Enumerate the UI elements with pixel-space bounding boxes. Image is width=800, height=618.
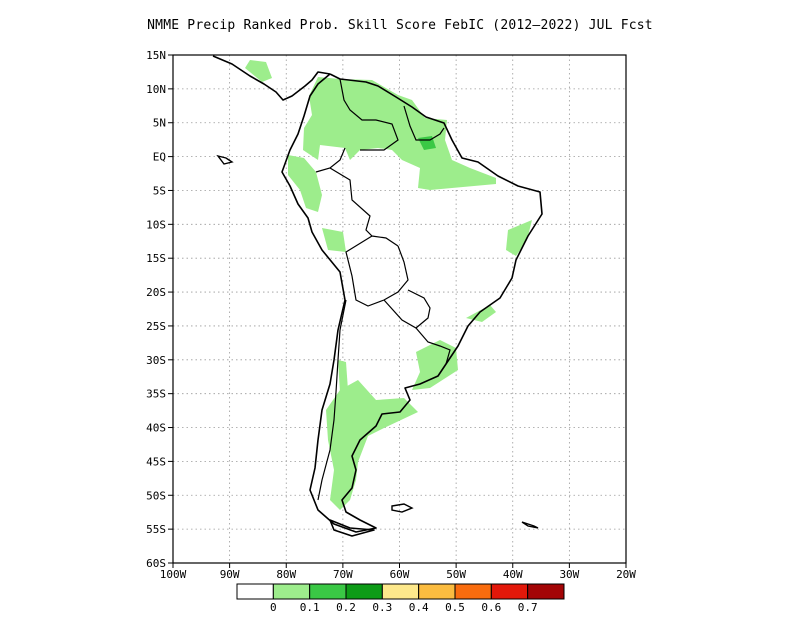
skill-region-east-brazil xyxy=(506,220,532,256)
tierra-del-fuego xyxy=(329,519,375,537)
colorbar-swatch xyxy=(309,583,347,600)
skill-region-northwest xyxy=(303,77,496,190)
colorbar-label: 0 xyxy=(270,601,277,614)
latitude-label: 30S xyxy=(146,354,166,367)
skill-region-peru xyxy=(322,228,346,252)
skill-region-chile-coast xyxy=(338,360,348,392)
latitude-label: 45S xyxy=(146,455,166,468)
colorbar: 0 0.1 0.2 0.3 0.4 0.5 0.6 0.7 xyxy=(236,583,565,614)
latitude-label: 20S xyxy=(146,286,166,299)
falkland-islands xyxy=(391,503,414,513)
longitude-label: 20W xyxy=(616,568,636,581)
latitude-label: 55S xyxy=(146,523,166,536)
map-title: NMME Precip Ranked Prob. Skill Score Feb… xyxy=(147,18,653,33)
longitude-labels: 100W 90W 80W 70W 60W 50W 40W 30W 20W xyxy=(160,563,636,581)
latitude-label: 5S xyxy=(153,184,166,197)
colorbar-label: 0.6 xyxy=(481,601,501,614)
latitude-label: 40S xyxy=(146,422,166,435)
colorbar-swatch xyxy=(418,583,456,600)
colorbar-swatch xyxy=(527,583,565,600)
south-america-coast xyxy=(281,73,543,533)
colorbar-swatch xyxy=(490,583,529,600)
border-guianas xyxy=(403,105,445,141)
islands xyxy=(216,154,539,529)
latitude-label: EQ xyxy=(153,151,166,164)
colorbar-label: 0.1 xyxy=(300,601,320,614)
latitude-label: 60S xyxy=(146,557,166,570)
longitude-label: 90W xyxy=(220,568,240,581)
longitude-label: 70W xyxy=(333,568,353,581)
longitude-label: 60W xyxy=(390,568,410,581)
skill-region-uruguay xyxy=(412,340,458,390)
colorbar-label: 0.5 xyxy=(445,601,465,614)
border-bolivia xyxy=(345,235,409,307)
border-colombia-brazil xyxy=(315,147,346,173)
colorbar-label: 0.3 xyxy=(372,601,392,614)
colorbar-label: 0.2 xyxy=(336,601,356,614)
colorbar-label: 0.4 xyxy=(409,601,429,614)
border-colombia-venezuela xyxy=(339,78,399,151)
galapagos-islands xyxy=(216,154,234,165)
colorbar-swatch xyxy=(345,583,383,600)
border-argentina-brazil xyxy=(415,327,451,365)
colorbar-swatch xyxy=(272,583,311,600)
longitude-label: 100W xyxy=(160,568,187,581)
longitude-label: 80W xyxy=(276,568,296,581)
latitude-labels: 15N 10N 5N EQ 5S 10S 15S 20S 25S 30S 35S 40S 45S 50S 5… xyxy=(146,49,173,570)
south-georgia xyxy=(521,521,539,529)
skill-region-central-america xyxy=(245,60,272,82)
latitude-label: 10N xyxy=(146,83,166,96)
latitude-label: 10S xyxy=(146,218,166,231)
coastlines xyxy=(212,55,543,537)
longitude-label: 40W xyxy=(503,568,523,581)
latitude-label: 15S xyxy=(146,252,166,265)
country-borders xyxy=(315,78,451,501)
latitude-label: 35S xyxy=(146,388,166,401)
latitude-label: 25S xyxy=(146,320,166,333)
colorbar-swatch xyxy=(236,583,274,600)
colorbar-swatch xyxy=(454,583,492,600)
border-paraguay xyxy=(383,289,431,329)
central-america-coast xyxy=(212,55,331,101)
skill-region-southeast-brazil xyxy=(466,305,496,322)
latitude-label: 50S xyxy=(146,489,166,502)
border-chile-argentina xyxy=(317,299,347,501)
longitude-label: 50W xyxy=(446,568,466,581)
border-peru-brazil xyxy=(329,167,399,247)
latitude-label: 15N xyxy=(146,49,166,62)
skill-region-andes-north xyxy=(288,155,322,212)
longitude-label: 30W xyxy=(559,568,579,581)
skill-region-patagonia xyxy=(326,380,418,510)
colorbar-label: 0.7 xyxy=(518,601,538,614)
skill-shading xyxy=(245,60,532,510)
colorbar-swatch xyxy=(381,583,420,600)
latitude-label: 5N xyxy=(153,117,166,130)
